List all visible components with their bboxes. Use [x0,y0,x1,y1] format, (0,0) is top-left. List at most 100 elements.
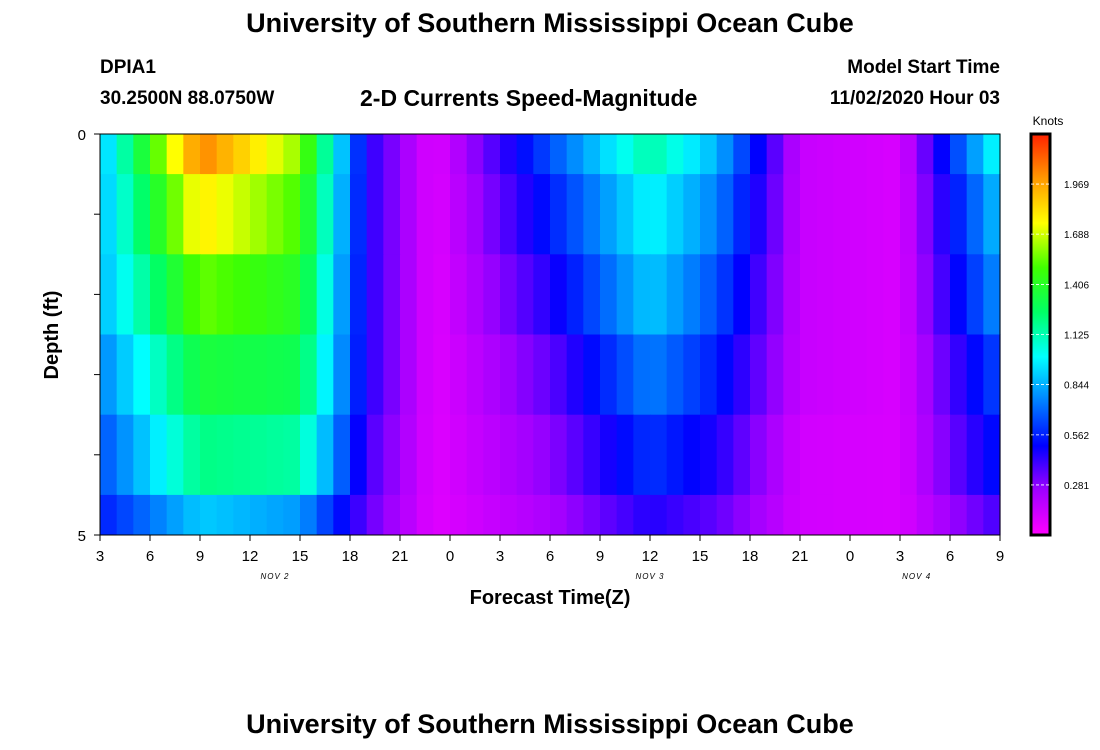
heatmap-cell [950,134,968,175]
heatmap-cell [216,174,234,255]
heatmap-cell [566,134,584,175]
heatmap-cell [433,414,451,496]
heatmap-cell [850,334,868,416]
heatmap-cell [633,414,651,496]
heatmap-cell [866,174,884,255]
heatmap-cell [150,414,168,496]
heatmap-cell [650,254,668,335]
heatmap-cell [383,494,401,536]
heatmap-cell [816,334,834,416]
heatmap-cell [716,334,734,416]
colorbar-tick-label: 0.562 [1064,431,1089,442]
heatmap-cell [500,414,518,496]
heatmap-cell [983,254,1001,335]
heatmap-cell [500,174,518,255]
heatmap-cell [550,494,568,536]
heatmap-cell [416,174,434,255]
heatmap-cell [966,334,984,416]
heatmap-cell [300,494,318,536]
heatmap-cell [633,254,651,335]
heatmap-cell [616,414,634,496]
heatmap-cell [300,334,318,416]
heatmap-cell [866,334,884,416]
heatmap-cell [550,174,568,255]
heatmap-cell [533,174,551,255]
heatmap-cell [533,494,551,536]
heatmap-cell [116,134,134,175]
heatmap-cell [883,334,901,416]
heatmap-cell [933,174,951,255]
heatmap-cell [900,254,918,335]
heatmap-cell [666,134,684,175]
heatmap-cell [650,334,668,416]
heatmap-cell [616,494,634,536]
heatmap-cell [450,254,468,335]
heatmap-cell [933,414,951,496]
heatmap-cell [316,254,334,335]
heatmap-cell [283,134,301,175]
heatmap-cell [616,334,634,416]
heatmap-cell [683,134,701,175]
colorbar-tick-label: 1.969 [1064,180,1089,191]
heatmap-cell [316,494,334,536]
heatmap-cell [433,494,451,536]
heatmap-cell [750,494,768,536]
heatmap-cell [833,494,851,536]
heatmap-cell [333,134,351,175]
heatmap-cell [533,134,551,175]
heatmap-cell [416,494,434,536]
heatmap-cell [650,414,668,496]
heatmap-cell [533,254,551,335]
heatmap-cell [933,334,951,416]
heatmap-cell [833,174,851,255]
heatmap-cell [116,414,134,496]
heatmap-cell [166,134,184,175]
heatmap-cell [700,334,718,416]
heatmap-cell [100,494,118,536]
colorbar-tick-label: 1.125 [1064,331,1089,342]
heatmap-cell [366,174,384,255]
heatmap-cell [516,254,534,335]
heatmap-cell [350,254,368,335]
heatmap-cell [900,174,918,255]
heatmap-cell [666,494,684,536]
heatmap-cell [616,254,634,335]
heatmap-cell [150,174,168,255]
x-tick-label: 21 [792,548,809,565]
heatmap-cell [316,414,334,496]
x-tick-label: 9 [596,548,604,565]
heatmap-cell [133,254,151,335]
heatmap-cell [550,254,568,335]
x-tick-label: 9 [996,548,1004,565]
heatmap-cell [166,254,184,335]
heatmap-cell [766,254,784,335]
heatmap-cell [916,174,934,255]
heatmap-cell [533,334,551,416]
heatmap-cell [983,174,1001,255]
heatmap-cell [466,174,484,255]
colorbar-tick-label: 0.844 [1064,381,1089,392]
heatmap-cell [216,134,234,175]
heatmap-cell [866,254,884,335]
heatmap-cell [100,134,118,175]
heatmap-cell [183,254,201,335]
heatmap-cell [433,134,451,175]
heatmap-cell [316,134,334,175]
heatmap-cell [416,134,434,175]
heatmap-cell [750,334,768,416]
heatmap-cell [816,254,834,335]
heatmap-cell [750,134,768,175]
heatmap-cell [516,494,534,536]
heatmap-cell [100,334,118,416]
heatmap-cell [366,334,384,416]
heatmap-cell [533,414,551,496]
heatmap-cell [733,174,751,255]
heatmap-cell [200,174,218,255]
heatmap-cell [916,134,934,175]
heatmap-cell [566,414,584,496]
heatmap-cell [700,254,718,335]
heatmap-cell [366,254,384,335]
colorbar-tick-label: 0.281 [1064,481,1089,492]
heatmap-cell [283,494,301,536]
heatmap-cell [983,414,1001,496]
